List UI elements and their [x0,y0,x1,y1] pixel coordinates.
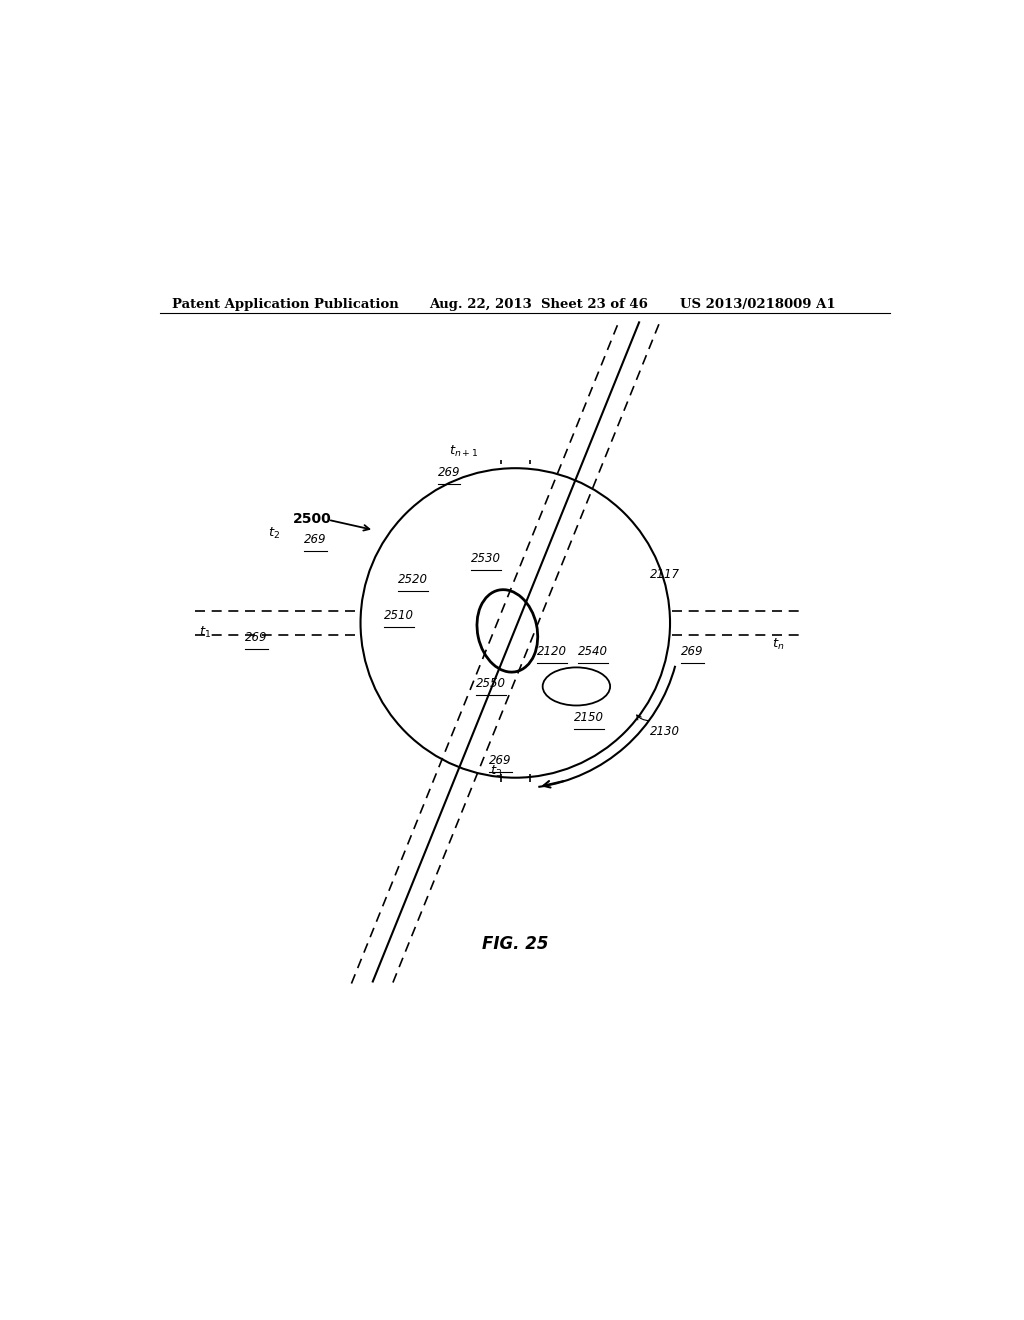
Text: 269: 269 [437,466,460,479]
Text: 2540: 2540 [578,645,608,659]
Text: $t_3$: $t_3$ [489,763,502,779]
Text: 2150: 2150 [574,711,604,725]
Text: $t_n$: $t_n$ [772,636,784,652]
Text: 2117: 2117 [650,568,680,581]
Text: $t_2$: $t_2$ [267,527,280,541]
Text: 2510: 2510 [384,610,414,623]
Text: 2130: 2130 [650,725,680,738]
Text: US 2013/0218009 A1: US 2013/0218009 A1 [680,297,836,310]
Text: $t_{n+1}$: $t_{n+1}$ [450,444,479,458]
Text: 269: 269 [246,631,268,644]
Text: 269: 269 [304,533,327,546]
Text: FIG. 25: FIG. 25 [482,935,549,953]
Text: $t_1$: $t_1$ [199,626,211,640]
Text: Patent Application Publication: Patent Application Publication [172,297,398,310]
Text: Aug. 22, 2013  Sheet 23 of 46: Aug. 22, 2013 Sheet 23 of 46 [430,297,648,310]
Text: 2120: 2120 [537,645,566,659]
Text: 2550: 2550 [475,677,506,690]
Text: 269: 269 [681,645,703,659]
Text: 2530: 2530 [471,552,501,565]
Text: 269: 269 [489,754,512,767]
Text: 2500: 2500 [293,512,332,525]
Text: 2520: 2520 [397,573,428,586]
